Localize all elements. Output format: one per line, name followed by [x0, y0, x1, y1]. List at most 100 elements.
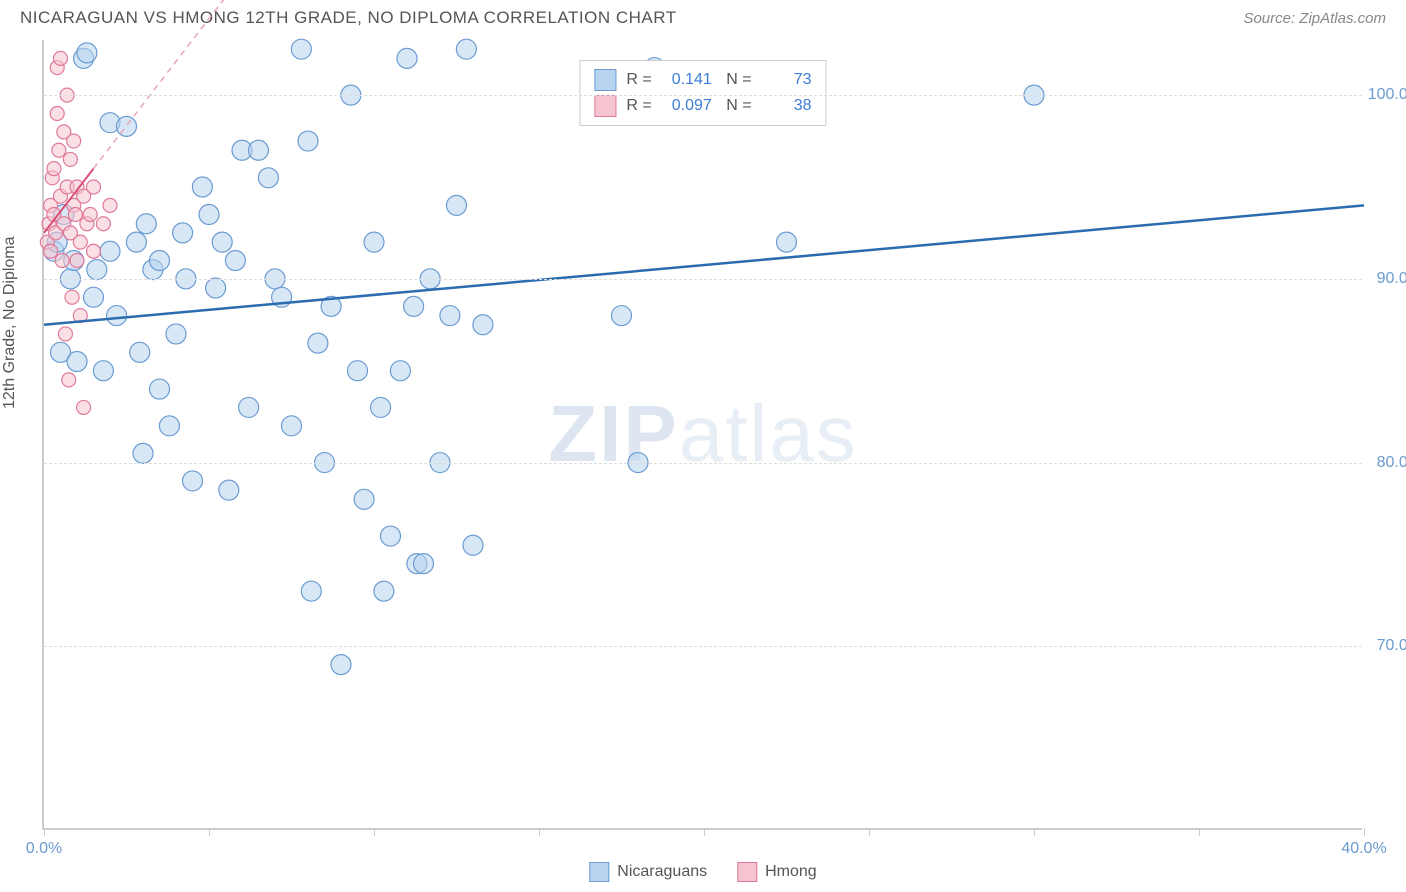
- scatter-point: [414, 554, 434, 574]
- legend-swatch: [594, 95, 616, 117]
- scatter-point: [199, 205, 219, 225]
- scatter-point: [173, 223, 193, 243]
- scatter-point: [301, 581, 321, 601]
- scatter-point: [44, 244, 58, 258]
- scatter-point: [348, 361, 368, 381]
- x-tick: [869, 828, 870, 836]
- scatter-point: [55, 253, 69, 267]
- x-tick: [539, 828, 540, 836]
- scatter-point: [258, 168, 278, 188]
- scatter-point: [364, 232, 384, 252]
- gridline: [44, 646, 1362, 647]
- scatter-point: [249, 140, 269, 160]
- scatter-point: [212, 232, 232, 252]
- scatter-point: [52, 143, 66, 157]
- scatter-point: [308, 333, 328, 353]
- scatter-point: [77, 400, 91, 414]
- scatter-point: [331, 655, 351, 675]
- scatter-point: [67, 352, 87, 372]
- scatter-point: [136, 214, 156, 234]
- scatter-point: [397, 48, 417, 68]
- stats-row: R = 0.141 N = 73: [594, 67, 811, 93]
- stats-row: R =0.097 N =38: [594, 93, 811, 119]
- scatter-point: [126, 232, 146, 252]
- scatter-point: [192, 177, 212, 197]
- x-tick: [209, 828, 210, 836]
- stats-n-label: N =: [722, 71, 752, 89]
- scatter-point: [473, 315, 493, 335]
- scatter-point: [54, 51, 68, 65]
- scatter-point: [62, 373, 76, 387]
- scatter-point: [93, 361, 113, 381]
- x-tick: [44, 828, 45, 836]
- scatter-point: [374, 581, 394, 601]
- legend-label: Nicaraguans: [617, 863, 707, 881]
- scatter-point: [298, 131, 318, 151]
- legend-item: Hmong: [737, 862, 817, 882]
- scatter-point: [103, 198, 117, 212]
- legend-item: Nicaraguans: [589, 862, 707, 882]
- scatter-point: [83, 208, 97, 222]
- y-tick-label: 90.0%: [1377, 270, 1406, 288]
- legend-swatch: [737, 862, 757, 882]
- scatter-point: [159, 416, 179, 436]
- scatter-point: [87, 244, 101, 258]
- scatter-point: [456, 39, 476, 59]
- scatter-point: [612, 306, 632, 326]
- scatter-point: [225, 250, 245, 270]
- scatter-point: [183, 471, 203, 491]
- x-tick-label: 40.0%: [1341, 840, 1386, 858]
- chart-title: NICARAGUAN VS HMONG 12TH GRADE, NO DIPLO…: [20, 8, 677, 28]
- stats-r-label: R =: [626, 97, 651, 115]
- scatter-point: [206, 278, 226, 298]
- scatter-point: [50, 106, 64, 120]
- scatter-point: [440, 306, 460, 326]
- bottom-legend: Nicaraguans Hmong: [589, 862, 816, 882]
- scatter-point: [777, 232, 797, 252]
- scatter-point: [463, 535, 483, 555]
- scatter-point: [133, 443, 153, 463]
- scatter-point: [73, 235, 87, 249]
- scatter-point: [291, 39, 311, 59]
- scatter-point: [130, 342, 150, 362]
- legend-swatch: [594, 69, 616, 91]
- stats-r-label: R =: [626, 71, 651, 89]
- scatter-point: [70, 253, 84, 267]
- x-tick: [1034, 828, 1035, 836]
- scatter-point: [77, 43, 97, 63]
- scatter-point: [68, 208, 82, 222]
- y-axis-label: 12th Grade, No Diploma: [1, 236, 19, 409]
- chart-header: NICARAGUAN VS HMONG 12TH GRADE, NO DIPLO…: [20, 8, 1386, 28]
- scatter-point: [100, 241, 120, 261]
- x-tick: [704, 828, 705, 836]
- scatter-point: [84, 287, 104, 307]
- stats-r-value: 0.141: [662, 71, 712, 89]
- scatter-point: [67, 134, 81, 148]
- scatter-point: [63, 152, 77, 166]
- scatter-point: [58, 327, 72, 341]
- scatter-point: [371, 397, 391, 417]
- y-tick-label: 100.0%: [1368, 86, 1406, 104]
- scatter-point: [150, 250, 170, 270]
- scatter-point: [65, 290, 79, 304]
- scatter-point: [390, 361, 410, 381]
- x-tick-label: 0.0%: [26, 840, 62, 858]
- chart-plot-area: ZIPatlas R =0.141 N =73R =0.097 N =38 70…: [42, 40, 1362, 830]
- scatter-point: [166, 324, 186, 344]
- scatter-point: [282, 416, 302, 436]
- x-tick: [374, 828, 375, 836]
- scatter-point: [354, 489, 374, 509]
- scatter-point: [239, 397, 259, 417]
- y-tick-label: 70.0%: [1377, 637, 1406, 655]
- scatter-point: [404, 296, 424, 316]
- stats-n-value: 73: [762, 71, 812, 89]
- gridline: [44, 279, 1362, 280]
- gridline: [44, 95, 1362, 96]
- source-label: Source: ZipAtlas.com: [1243, 10, 1386, 27]
- scatter-point: [107, 306, 127, 326]
- y-tick-label: 80.0%: [1377, 454, 1406, 472]
- x-tick: [1199, 828, 1200, 836]
- scatter-point: [219, 480, 239, 500]
- gridline: [44, 463, 1362, 464]
- stats-n-value: 38: [762, 97, 812, 115]
